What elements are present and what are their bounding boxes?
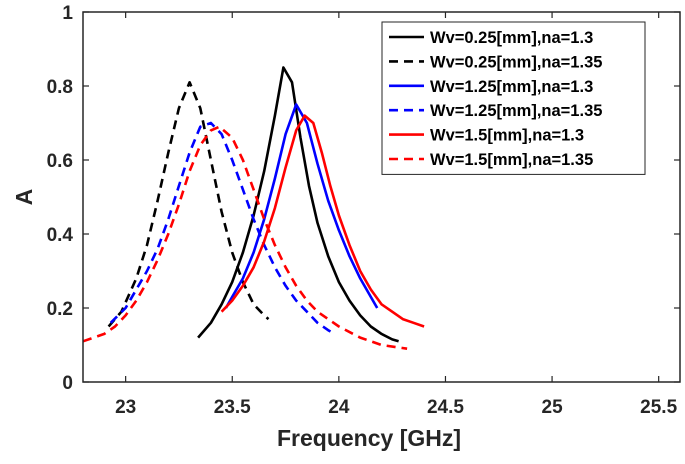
axis-ticks [83, 11, 680, 383]
legend-label-4: Wv=1.25[mm],na=1.35 [430, 102, 602, 120]
legend-label-1: Wv=0.25[mm],na=1.3 [430, 29, 593, 47]
series-line-5 [220, 114, 425, 328]
plot-frame [82, 11, 681, 383]
x-axis-title: Frequency [GHz] [277, 425, 461, 451]
legend-label-2: Wv=0.25[mm],na=1.35 [430, 53, 602, 71]
x-tick-label: 25 [542, 397, 564, 418]
x-tick-label: 25.5 [640, 397, 677, 418]
axis-tick-labels: 23 23.5 24 24.5 25 25.5 0 0.2 0.4 0.6 0.8 1 [47, 3, 678, 418]
y-axis-title: A [11, 189, 37, 206]
y-tick-label: 0.8 [47, 77, 73, 98]
legend-label-3: Wv=1.25[mm],na=1.3 [430, 78, 593, 96]
x-tick-label: 24.5 [427, 397, 464, 418]
x-tick-label: 24 [328, 397, 350, 418]
series-line-3 [224, 103, 379, 309]
series-line-1 [197, 66, 399, 343]
x-tick-label: 23 [115, 397, 136, 418]
plot-lines [82, 66, 425, 350]
series-line-2 [107, 81, 270, 328]
y-tick-label: 0 [62, 373, 73, 394]
series-line-4 [109, 121, 336, 336]
legend-label-6: Wv=1.5[mm],na=1.35 [430, 151, 593, 169]
y-tick-label: 0.2 [47, 299, 73, 320]
y-tick-label: 0.4 [47, 225, 74, 246]
y-tick-label: 1 [62, 3, 73, 24]
legend-box [381, 21, 646, 175]
y-tick-label: 0.6 [47, 151, 73, 172]
series-line-6 [82, 125, 408, 350]
legend: Wv=0.25[mm],na=1.3 Wv=0.25[mm],na=1.35 Wv=… [381, 21, 646, 175]
legend-label-5: Wv=1.5[mm],na=1.3 [430, 127, 584, 145]
x-tick-label: 23.5 [214, 397, 251, 418]
